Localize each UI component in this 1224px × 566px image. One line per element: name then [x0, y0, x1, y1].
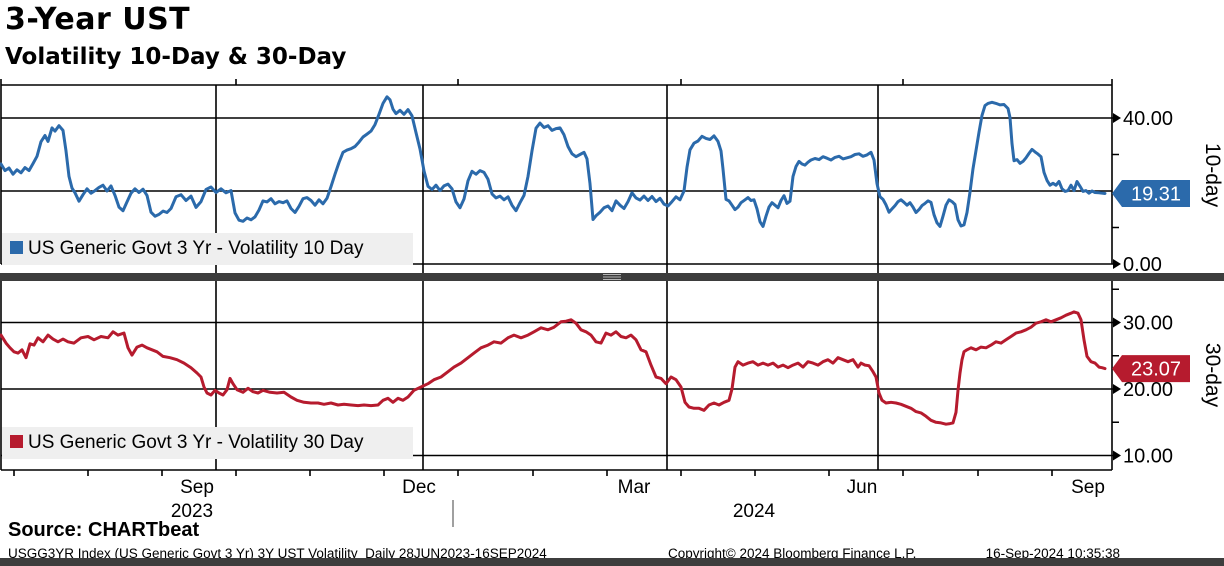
footer-copyright: Copyright© 2024 Bloomberg Finance L.P. — [668, 546, 917, 561]
legend-label: US Generic Govt 3 Yr - Volatility 10 Day — [28, 238, 364, 259]
svg-text:Dec: Dec — [402, 477, 436, 498]
svg-text:Mar: Mar — [618, 477, 651, 498]
legend-label: US Generic Govt 3 Yr - Volatility 30 Day — [28, 432, 364, 453]
line-bottom-volatility — [0, 310, 1107, 426]
line-top-volatility — [0, 95, 1107, 228]
svg-text:2023: 2023 — [171, 501, 213, 522]
gridlines — [1, 85, 1112, 470]
panel-separator[interactable] — [0, 273, 1224, 281]
top-panel-axis-title: 10-day — [1201, 143, 1224, 208]
last-value-tag — [1112, 180, 1190, 208]
footer-source: Source: CHARTbeat — [8, 519, 200, 541]
svg-text:2024: 2024 — [733, 501, 776, 522]
last-value-tag — [1112, 355, 1190, 383]
panel-separator-drag-handle[interactable] — [603, 274, 621, 280]
legend-swatch-red — [10, 435, 23, 448]
page-subtitle: Volatility 10-Day & 30-Day — [5, 44, 347, 70]
svg-text:30.00: 30.00 — [1123, 313, 1173, 335]
bottom-panel-axis-title: 30-day — [1201, 343, 1224, 408]
legend-volatility-10-day[interactable]: US Generic Govt 3 Yr - Volatility 10 Day — [2, 233, 413, 265]
axes — [0, 79, 1121, 527]
svg-text:20.00: 20.00 — [1123, 379, 1173, 401]
footer-description: USGG3YR Index (US Generic Govt 3 Yr) 3Y … — [8, 546, 547, 561]
axis-labels: 40.00 0.00 30.00 20.00 10.00 10-day 30-day Sep D… — [171, 108, 1224, 522]
svg-text:40.00: 40.00 — [1123, 108, 1173, 130]
svg-text:19.31: 19.31 — [1131, 184, 1181, 206]
svg-text:23.07: 23.07 — [1131, 359, 1181, 381]
page-title: 3-Year UST — [5, 2, 191, 37]
legend-volatility-30-day[interactable]: US Generic Govt 3 Yr - Volatility 30 Day — [2, 427, 413, 459]
svg-text:Sep: Sep — [1071, 477, 1105, 498]
last-value-tags: 19.31 23.07 — [1112, 180, 1190, 383]
series-lines — [0, 95, 1107, 426]
legend-swatch-blue — [10, 241, 23, 254]
svg-text:10.00: 10.00 — [1123, 446, 1173, 468]
footer-timestamp: 16-Sep-2024 10:35:38 — [985, 546, 1120, 561]
bottom-strip — [0, 558, 1224, 566]
svg-text:0.00: 0.00 — [1123, 254, 1162, 276]
svg-text:Jun: Jun — [847, 477, 878, 498]
svg-text:Sep: Sep — [180, 477, 214, 498]
